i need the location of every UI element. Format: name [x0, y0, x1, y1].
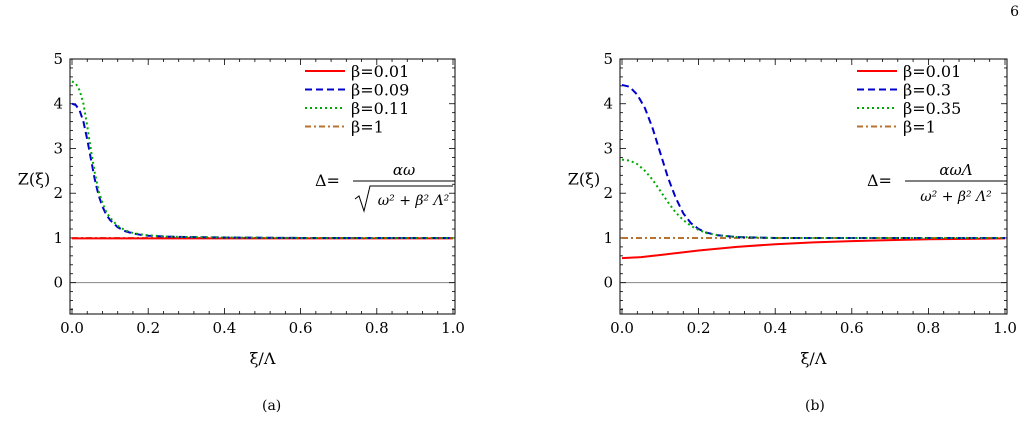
x-tick-label: 1.0: [993, 319, 1017, 337]
formula-numerator: αωΛ: [939, 161, 972, 179]
legend-label: β=0.01: [351, 62, 409, 81]
x-tick-label: 0.4: [212, 319, 236, 337]
y-tick-label: 2: [53, 184, 63, 202]
series-line-1: [71, 102, 453, 239]
y-tick-label: 5: [53, 50, 63, 68]
y-tick-label: 3: [53, 139, 63, 157]
y-axis-label: Z(ξ): [568, 170, 600, 189]
formula-denominator: ω² + β² Λ²: [378, 193, 450, 209]
x-tick-label: 0.8: [365, 319, 389, 337]
x-axis-label: ξ/Λ: [250, 349, 276, 368]
y-tick-label: 5: [603, 50, 613, 68]
y-axis-label: Z(ξ): [18, 170, 50, 189]
chart-1: 0.0 0.2 0.4 0.6 0.8 1.0012345ξ/ΛZ(ξ)β=0.01β=0…: [568, 50, 1017, 368]
series-line-0: [621, 237, 1006, 260]
x-tick-label: 0.2: [136, 319, 160, 337]
caption-a: (a): [262, 398, 282, 414]
legend-label: β=0.35: [903, 99, 961, 118]
formula-lhs: Δ=: [315, 171, 340, 190]
formula-denominator: ω² + β² Λ²: [920, 189, 992, 205]
x-tick-label: 0.6: [289, 319, 313, 337]
series-line-2: [621, 158, 1005, 239]
caption-b: (b): [805, 398, 825, 414]
x-tick-label: 0.0: [610, 319, 634, 337]
x-tick-label: 0.0: [60, 319, 84, 337]
y-tick-label: 4: [53, 95, 63, 113]
x-tick-label: 0.8: [916, 319, 940, 337]
formula-numerator: αω: [393, 161, 415, 179]
legend-label: β=0.09: [351, 81, 409, 100]
y-tick-label: 3: [603, 139, 613, 157]
chart-0: 0.0 0.2 0.4 0.6 0.8 1.0012345ξ/ΛZ(ξ)β=0.01β=0…: [18, 50, 465, 368]
legend-label: β=0.11: [351, 99, 409, 118]
x-tick-label: 0.2: [687, 319, 711, 337]
formula-lhs: Δ=: [867, 171, 892, 190]
plot-frame: [619, 58, 1008, 315]
x-tick-label: 1.0: [441, 319, 465, 337]
y-tick-label: 2: [603, 184, 613, 202]
y-tick-label: 4: [603, 95, 613, 113]
x-axis-label: ξ/Λ: [801, 349, 827, 368]
y-tick-label: 1: [603, 229, 613, 247]
legend-label: β=0.01: [903, 62, 961, 81]
x-tick-label: 0.4: [763, 319, 787, 337]
y-tick-label: 1: [53, 229, 63, 247]
x-tick-label: 0.6: [840, 319, 864, 337]
y-tick-label: 0: [603, 274, 613, 292]
legend-label: β=1: [903, 118, 936, 137]
page-number: 6: [1010, 4, 1019, 20]
plot-frame: [69, 58, 456, 315]
legend-label: β=0.3: [903, 81, 951, 100]
formula-radical: [354, 185, 453, 213]
legend-label: β=1: [351, 118, 384, 137]
y-tick-label: 0: [53, 274, 63, 292]
